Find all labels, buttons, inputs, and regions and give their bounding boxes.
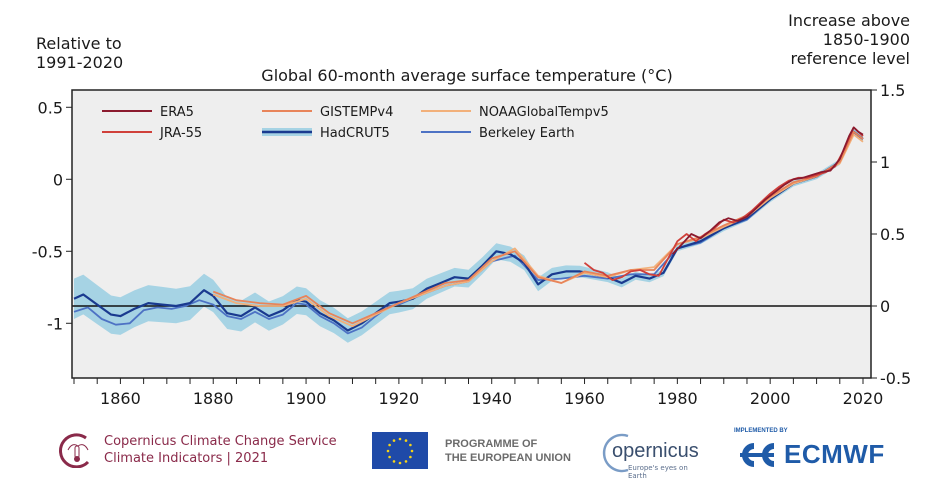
eu-text-line1: PROGRAMME OF: [445, 437, 538, 450]
legend-label: ERA5: [160, 105, 194, 120]
right-unit-line2: 1850-1900: [822, 30, 910, 49]
legend-item-jra-55: JRA-55: [102, 126, 202, 141]
legend-item-era5: ERA5: [102, 105, 194, 120]
legend-label: GISTEMPv4: [320, 105, 393, 120]
c3s-indicators: Climate Indicators | 2021: [104, 451, 269, 466]
y-left-tick-label: 0: [53, 170, 63, 189]
copernicus-arc-icon: [602, 433, 629, 473]
c3s-thermometer-icon: [59, 433, 90, 468]
axes-layer: 1860 1880 1900 1920 1940 1960 1980 2000 2020 0.5 0…: [32, 81, 911, 408]
legend-label: NOAAGlobalTempv5: [479, 105, 609, 120]
legend-label: JRA-55: [159, 126, 202, 141]
y-right-tick-label: 1: [880, 153, 890, 172]
x-tick-label: 2020: [843, 389, 884, 408]
x-tick-label: 1860: [100, 389, 141, 408]
eu-text-line2: THE EUROPEAN UNION: [445, 451, 571, 464]
legend-label: HadCRUT5: [320, 126, 390, 141]
x-tick-label: 1940: [471, 389, 512, 408]
x-tick-label: 1960: [564, 389, 605, 408]
right-axis-unit-label: Increase above 1850-1900 reference level: [788, 11, 910, 68]
y-right-tick-label: -0.5: [880, 369, 911, 388]
c3s-name: Copernicus Climate Change Service: [104, 434, 337, 449]
x-tick-label: 2000: [750, 389, 791, 408]
eu-flag-icon: [372, 432, 428, 469]
copernicus-logo: opernicus Europe's eyes on Earth: [598, 430, 708, 480]
y-right-tick-label: 1.5: [880, 81, 905, 100]
x-tick-label: 1920: [379, 389, 420, 408]
ecmwf-symbol-icon: [740, 442, 775, 467]
right-unit-line1: Increase above: [788, 11, 910, 30]
eu-programme-logo: PROGRAMME OF THE EUROPEAN UNION: [372, 432, 571, 469]
legend: ERA5 JRA-55 GISTEMPv4 HadCRUT5 NOAAGlobalTem…: [102, 105, 609, 141]
x-tick-label: 1900: [286, 389, 327, 408]
plot-area: [72, 90, 871, 378]
legend-label: Berkeley Earth: [479, 126, 575, 141]
legend-item-hadcrut5: HadCRUT5: [262, 126, 390, 141]
right-unit-line3: reference level: [790, 49, 910, 68]
implemented-by-label: IMPLEMENTED BY: [734, 428, 788, 434]
series-line-era5: [672, 126, 864, 255]
x-tick-label: 1980: [657, 389, 698, 408]
y-left-tick-label: 0.5: [38, 98, 63, 117]
y-left-tick-label: -1: [47, 314, 63, 333]
left-unit-line1: Relative to: [36, 34, 122, 53]
legend-item-noaaglobaltempv5: NOAAGlobalTempv5: [421, 105, 609, 120]
legend-item-berkeley-earth: Berkeley Earth: [421, 126, 575, 141]
chart-title: Global 60-month average surface temperat…: [261, 66, 673, 85]
left-unit-line2: 1991-2020: [36, 53, 124, 72]
y-right-tick-label: 0.5: [880, 225, 905, 244]
series-lines-layer: [73, 126, 864, 335]
c3s-logo: Copernicus Climate Change Service Climat…: [58, 432, 337, 468]
left-axis-unit-label: Relative to 1991-2020: [36, 34, 123, 72]
y-right-tick-label: 0: [880, 297, 890, 316]
ecmwf-logo: IMPLEMENTED BY ECMWF: [734, 428, 885, 470]
legend-item-gistempv4: GISTEMPv4: [262, 105, 393, 120]
y-left-tick-label: -0.5: [32, 242, 63, 261]
x-tick-label: 1880: [193, 389, 234, 408]
copernicus-tagline: Europe's eyes on Earth: [628, 464, 688, 480]
copernicus-wordmark: opernicus: [612, 440, 699, 462]
temperature-chart: 1860 1880 1900 1920 1940 1960 1980 2000 2020 0.5 0…: [32, 81, 911, 408]
ecmwf-wordmark: ECMWF: [784, 439, 885, 469]
series-line-gistempv4: [212, 130, 864, 325]
